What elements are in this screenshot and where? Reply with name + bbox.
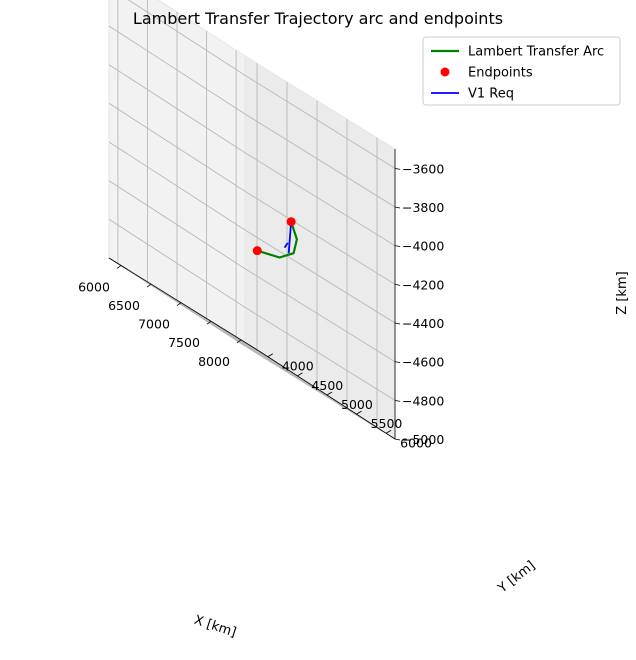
z-tick-label: −4600 xyxy=(402,355,444,370)
x-tick-label: 7500 xyxy=(168,335,200,350)
gridline-z xyxy=(108,257,396,440)
y-tick xyxy=(297,372,303,377)
z-tick-label: −3600 xyxy=(402,161,444,176)
z-tick xyxy=(394,245,401,248)
y-tick-label: 6000 xyxy=(400,435,432,450)
x-tick-label: 6500 xyxy=(108,298,140,313)
y-tick-label: 4000 xyxy=(282,359,314,374)
y-axis-label: Y [km] xyxy=(495,558,538,597)
v1-req-segment xyxy=(283,242,289,249)
z-tick xyxy=(394,283,401,286)
y-tick xyxy=(326,391,333,396)
z-tick xyxy=(394,399,401,402)
z-tick-label: −5000 xyxy=(402,432,444,447)
x-axis-line xyxy=(108,257,260,352)
tick-labels: 6000 6500 7000 7500 8000 4000 4500 5000 5500 6000… xyxy=(78,161,444,450)
x-tick-label: 7000 xyxy=(138,317,170,332)
y-tick xyxy=(267,353,274,358)
gridline-z xyxy=(127,0,396,169)
x-tick xyxy=(176,302,182,306)
z-tick xyxy=(394,438,401,441)
z-tick-label: −4200 xyxy=(402,277,444,292)
x-tick xyxy=(116,265,122,269)
legend-frame xyxy=(422,36,621,106)
y-tick-label: 5500 xyxy=(371,416,403,431)
gridline-z xyxy=(108,25,396,208)
legend: Lambert Transfer Arc Endpoints V1 Req xyxy=(422,36,621,106)
y-tick xyxy=(385,429,392,434)
z-axis-label: Z [km] xyxy=(615,271,630,314)
gridline-z xyxy=(108,102,396,285)
legend-marker-endpoints xyxy=(440,67,450,77)
legend-label: V1 Req xyxy=(468,87,514,102)
v1-req-segment xyxy=(287,221,293,254)
x-tick-label: 8000 xyxy=(198,354,230,369)
x-axis-label: X [km] xyxy=(192,613,238,641)
z-tick xyxy=(394,167,401,170)
endpoint-marker xyxy=(252,246,262,256)
legend-label: Lambert Transfer Arc xyxy=(468,45,604,60)
endpoint-marker xyxy=(286,217,296,227)
z-tick xyxy=(394,206,401,209)
x-tick xyxy=(206,320,212,325)
series-lambert-transfer-arc xyxy=(256,221,298,259)
z-tick-label: −4400 xyxy=(402,316,444,331)
y-tick xyxy=(356,410,362,415)
gridline-z xyxy=(108,218,396,401)
y-tick-label: 4500 xyxy=(311,378,343,393)
z-tick-label: −3800 xyxy=(402,200,444,215)
tick-marks xyxy=(116,167,401,441)
z-tick xyxy=(394,322,401,325)
y-tick-label: 5000 xyxy=(341,397,373,412)
x-tick xyxy=(236,339,242,344)
gridline-z xyxy=(108,180,396,363)
gridline-z xyxy=(108,64,396,247)
x-tick xyxy=(146,283,152,288)
z-tick-label: −4000 xyxy=(402,239,444,254)
gridline-z xyxy=(108,141,396,324)
z-tick xyxy=(394,361,401,364)
x-tick-label: 6000 xyxy=(78,279,110,294)
z-tick-label: −4800 xyxy=(402,393,444,408)
plot-area xyxy=(252,217,298,259)
chart-title: Lambert Transfer Trajectory arc and endp… xyxy=(133,9,503,28)
legend-label: Endpoints xyxy=(468,66,533,81)
